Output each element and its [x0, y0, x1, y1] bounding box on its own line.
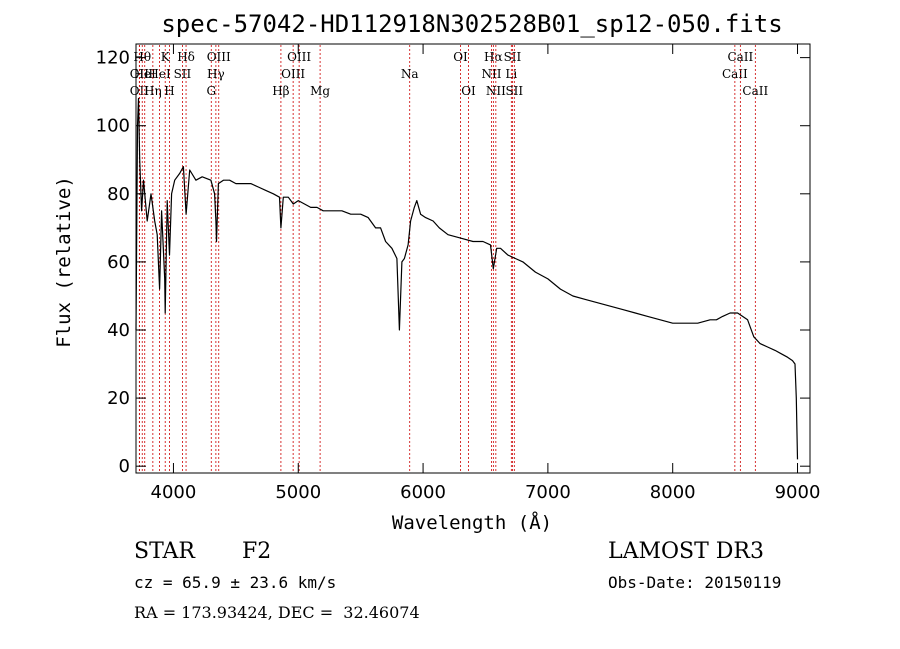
marker-label-28: CaII	[742, 84, 768, 98]
spectral-line-markers: OIIOIIHθHeIHηHeIKHSIIHδGHγOIIIHβOIIIOIII…	[130, 45, 768, 472]
marker-label-21: Hα	[484, 50, 503, 64]
observation-date: Obs-Date: 20150119	[608, 573, 782, 592]
y-tick-label-100: 100	[96, 116, 130, 137]
plot-frame	[135, 43, 811, 474]
y-tick-label-120: 120	[96, 48, 130, 69]
marker-label-24: SII	[504, 50, 522, 64]
y-tick-label-60: 60	[107, 252, 130, 273]
x-tick-label-5000: 5000	[275, 482, 321, 503]
marker-label-4: Hη	[144, 84, 162, 98]
y-tick-label-0: 0	[119, 456, 130, 477]
x-tick-label-9000: 9000	[775, 482, 821, 503]
spectrum-line	[135, 97, 799, 460]
y-tick-label-40: 40	[107, 320, 130, 341]
marker-label-16: Mg	[310, 84, 330, 98]
y-tick-label-80: 80	[107, 184, 130, 205]
marker-label-5: HeI	[148, 67, 171, 81]
marker-label-26: CaII	[722, 67, 748, 81]
object-type: STAR	[134, 539, 195, 564]
spectrum-series	[135, 97, 799, 460]
marker-label-18: OI	[453, 50, 468, 64]
y-axis-label: Flux (relative)	[53, 176, 75, 348]
redshift-cz: cz = 65.9 ± 23.6 km/s	[134, 573, 337, 592]
y-tick-label-20: 20	[107, 388, 130, 409]
marker-label-14: OIII	[281, 67, 305, 81]
x-tick-label-4000: 4000	[151, 482, 197, 503]
marker-label-23: Li	[505, 67, 517, 81]
axis-ticks: 4000 5000 6000 7000 8000 9000 0 20 40 60 80 100 120	[96, 44, 821, 503]
spectral-subclass: F2	[242, 539, 272, 564]
marker-label-22: NII	[486, 84, 506, 98]
marker-label-15: OIII	[287, 50, 311, 64]
marker-label-17: Na	[401, 67, 419, 81]
marker-label-8: SII	[174, 67, 192, 81]
marker-label-25: SII	[505, 84, 523, 98]
marker-label-20: NII	[481, 67, 501, 81]
marker-label-11: Hγ	[207, 67, 225, 81]
marker-label-13: Hβ	[272, 84, 289, 98]
x-tick-label-6000: 6000	[400, 482, 446, 503]
marker-label-6: K	[161, 50, 171, 64]
x-axis-label: Wavelength (Å)	[392, 511, 552, 534]
marker-label-2: Hθ	[133, 50, 151, 64]
marker-label-10: G	[206, 84, 216, 98]
survey-name: LAMOST DR3	[608, 539, 764, 564]
marker-label-7: H	[164, 84, 174, 98]
sky-coordinates: RA = 173.93424, DEC = 32.46074	[134, 603, 420, 622]
marker-label-19: OI	[461, 84, 476, 98]
x-tick-label-8000: 8000	[650, 482, 696, 503]
x-tick-label-7000: 7000	[525, 482, 571, 503]
marker-label-27: CaII	[727, 50, 753, 64]
marker-label-12: OIII	[207, 50, 231, 64]
chart-title: spec-57042-HD112918N302528B01_sp12-050.f…	[161, 10, 782, 38]
marker-label-3: HeI	[134, 67, 157, 81]
marker-label-9: Hδ	[177, 50, 195, 64]
